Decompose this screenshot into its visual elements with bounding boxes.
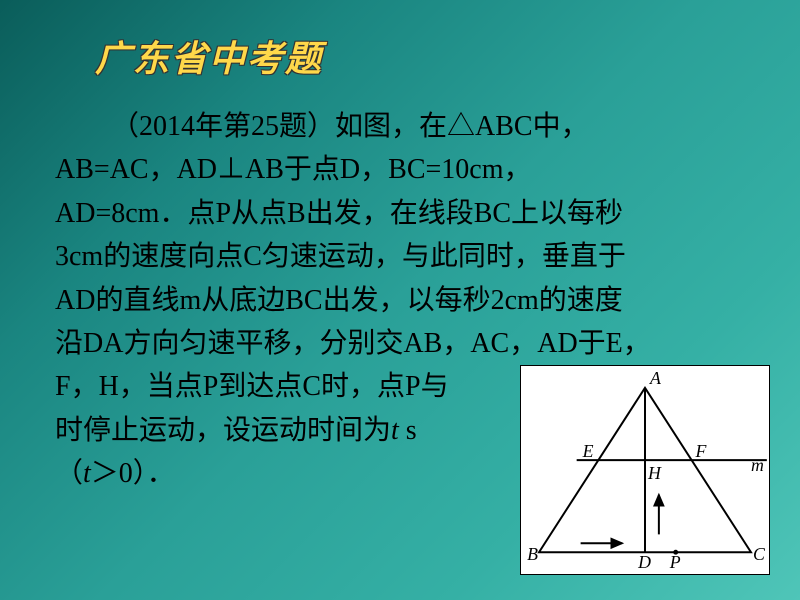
line-1: （2014年第25题）如图，在△ABC中，: [111, 111, 589, 142]
line-3: AD=8cm．点P从点B出发，在线段BC上以每秒: [55, 198, 623, 229]
geometry-figure: A B C D E F H Pm: [520, 365, 770, 575]
svg-text:A: A: [649, 368, 661, 388]
svg-text:C: C: [753, 544, 766, 564]
svg-text:F: F: [695, 441, 708, 461]
svg-text:E: E: [582, 441, 594, 461]
line-9a: （: [55, 458, 83, 489]
triangle-diagram: A B C D E F H Pm: [521, 366, 769, 574]
line-6: 沿DA方向匀速平移，分别交AB，AC，AD于E，: [55, 328, 651, 359]
svg-text:m: m: [751, 455, 764, 475]
svg-text:P: P: [669, 552, 681, 572]
line-8a: 时停止运动，设运动时间为: [55, 415, 391, 446]
svg-text:H: H: [647, 463, 662, 483]
var-t-2: t: [83, 458, 91, 489]
svg-text:B: B: [527, 544, 538, 564]
line-7: F，H，当点P到达点C时，点P与: [55, 371, 449, 402]
svg-text:D: D: [637, 552, 651, 572]
line-4: 3cm的速度向点C匀速运动，与此同时，垂直于: [55, 241, 626, 272]
line-2: AB=AC，AD⊥AB于点D，BC=10cm，: [55, 154, 532, 185]
line-9b: ＞0）．: [91, 458, 175, 489]
line-8b: s: [399, 415, 417, 446]
page-title: 广东省中考题: [95, 30, 323, 82]
line-5: AD的直线m从底边BC出发，以每秒2cm的速度: [55, 285, 623, 316]
var-t-1: t: [391, 415, 399, 446]
